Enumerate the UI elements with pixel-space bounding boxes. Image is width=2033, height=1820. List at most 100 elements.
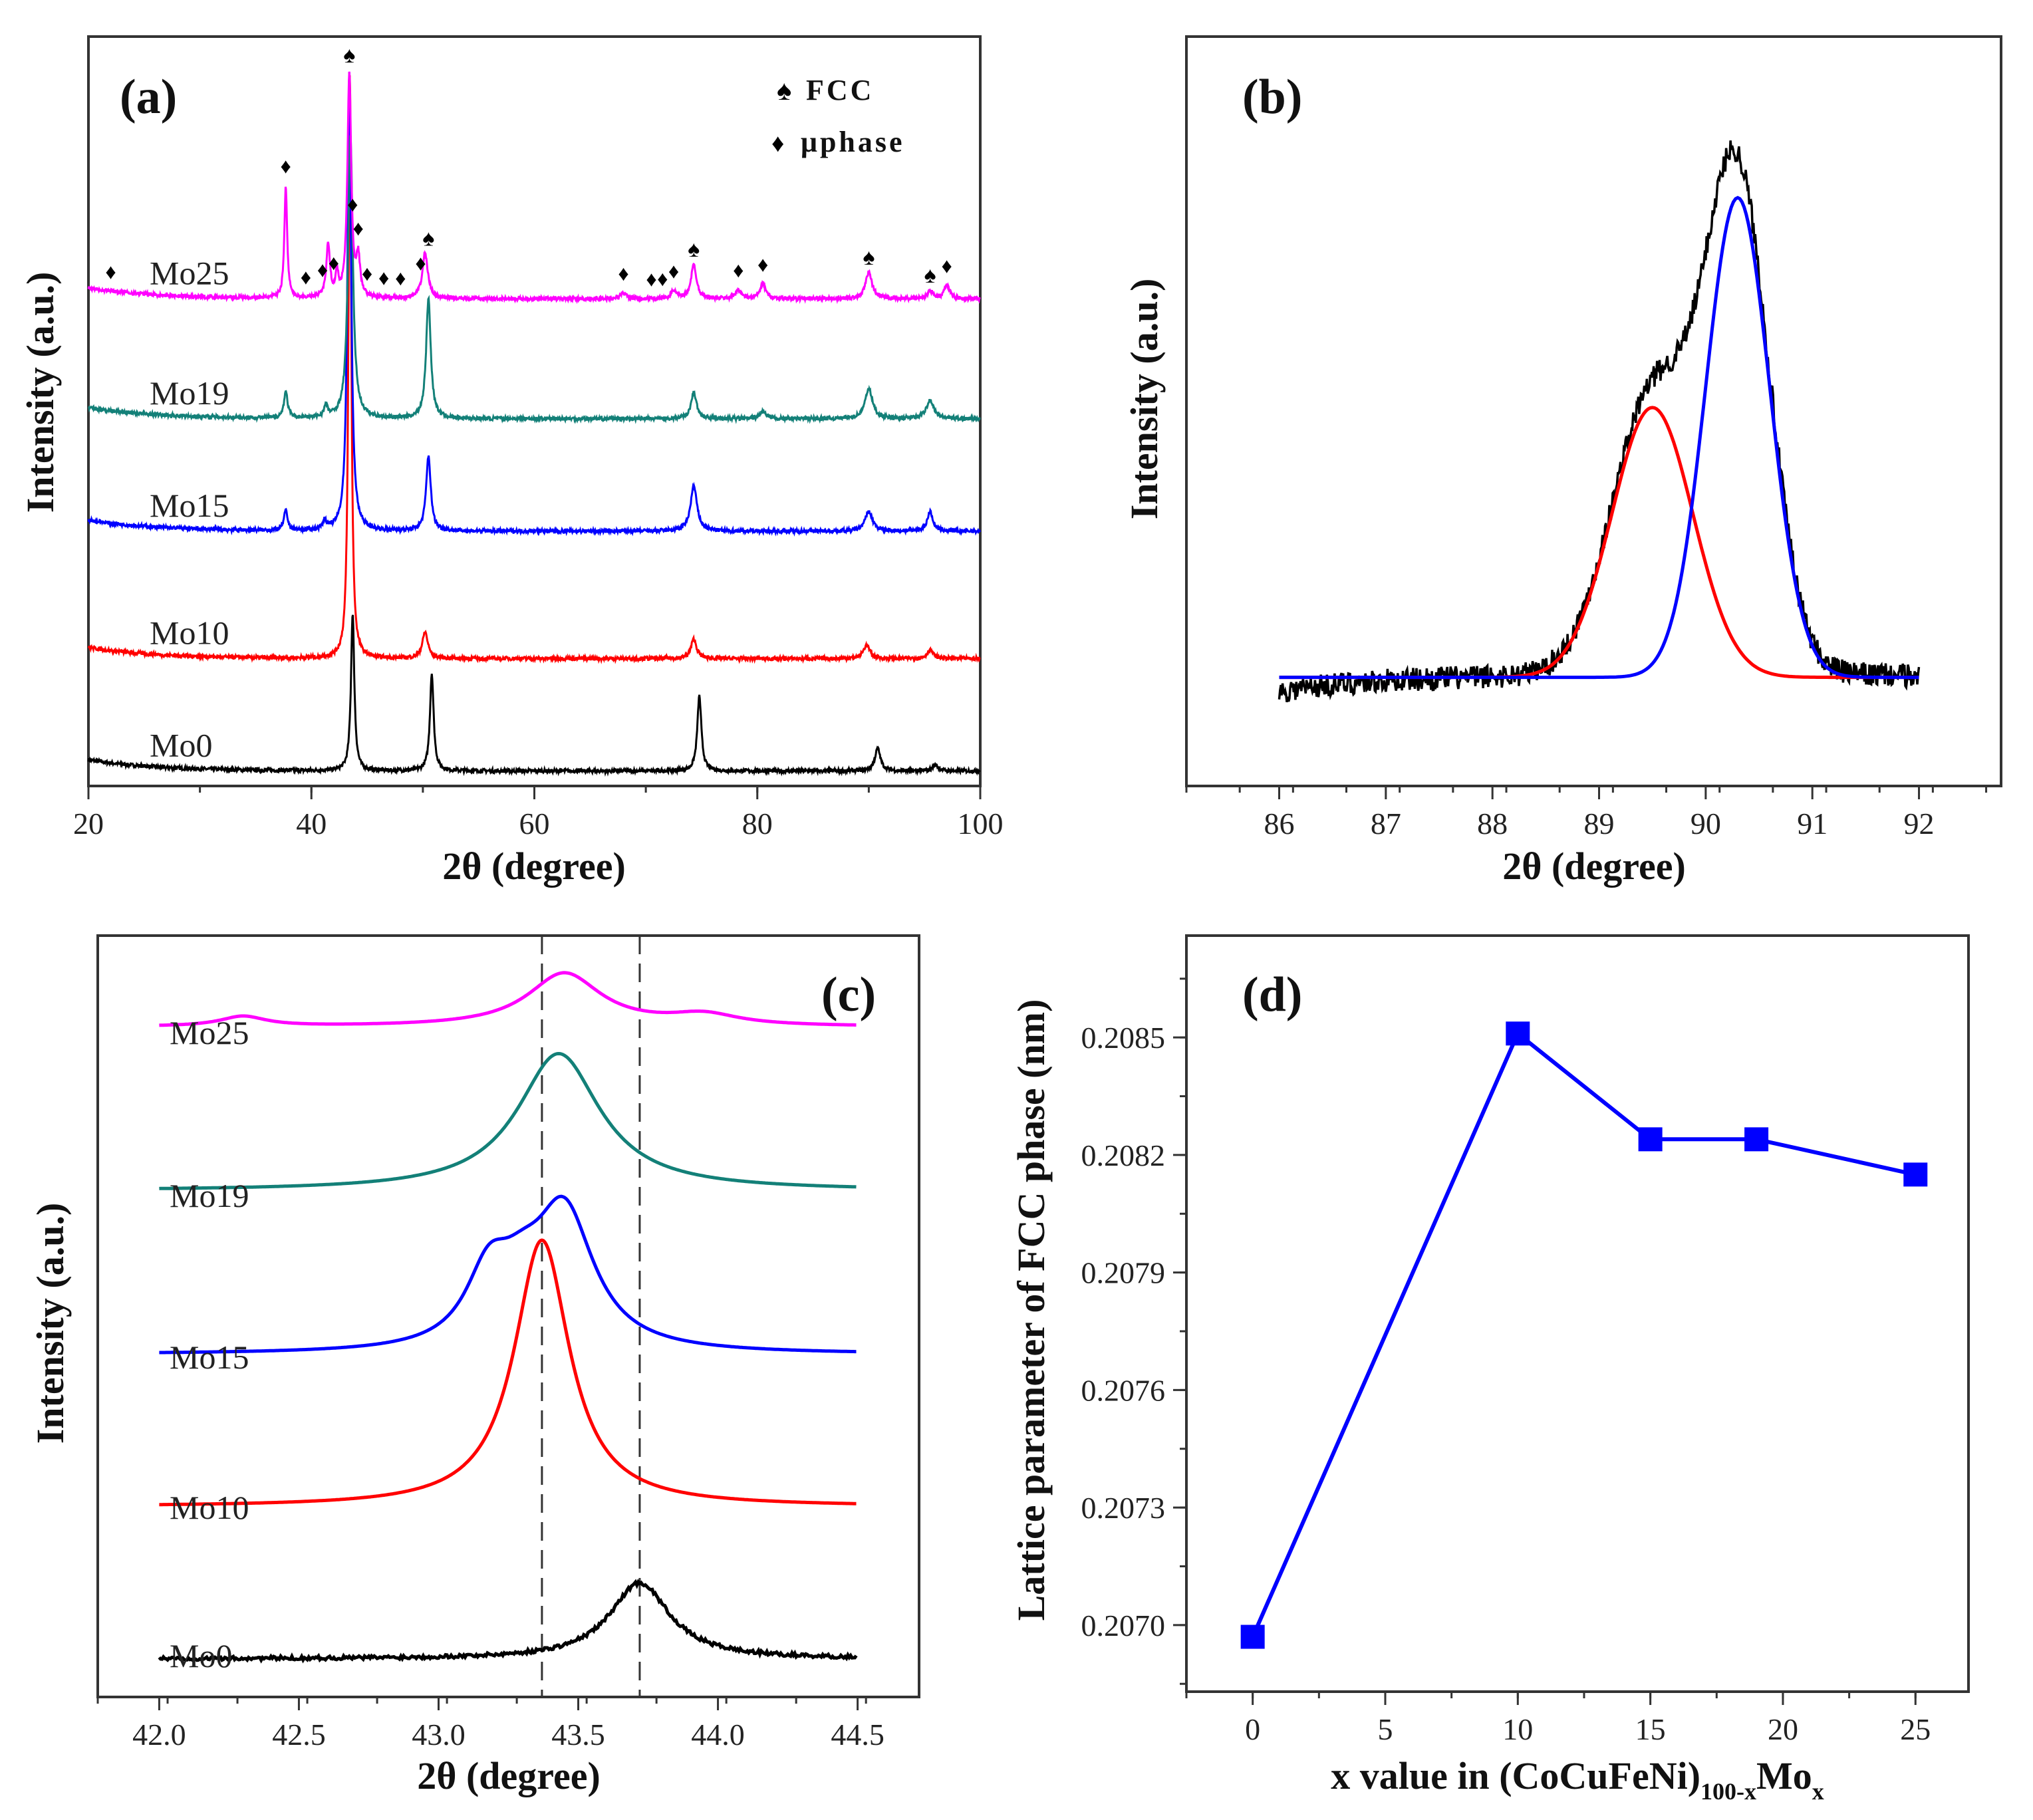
mu-phase-marker-diamond-icon: ♦ xyxy=(362,261,372,285)
fcc-marker-spade-icon: ♠ xyxy=(863,245,875,270)
series-label-mo10: Mo10 xyxy=(170,1489,249,1526)
series-label-mo15: Mo15 xyxy=(170,1339,249,1376)
x-tick-label: 0 xyxy=(1245,1712,1260,1746)
y-axis-title-b: Intensity (a.u.) xyxy=(1123,279,1166,520)
x-tick-label: 43.0 xyxy=(412,1718,466,1752)
y-tick-label: 0.2079 xyxy=(1081,1256,1166,1290)
mu-phase-marker-diamond-icon: ♦ xyxy=(378,266,389,290)
mu-phase-marker-diamond-icon: ♦ xyxy=(415,251,426,275)
x-tick-label: 5 xyxy=(1377,1712,1393,1746)
x-axis-title-b: 2θ (degree) xyxy=(1502,845,1686,888)
mu-phase-marker-diamond-icon: ♦ xyxy=(395,266,406,290)
mu-phase-marker-diamond-icon: ♦ xyxy=(329,251,339,275)
x-tick-label: 44.0 xyxy=(691,1718,745,1752)
series-line-mo19 xyxy=(159,1051,857,1190)
panel-label-b: (b) xyxy=(1242,70,1302,124)
series-label-mo19: Mo19 xyxy=(150,374,229,412)
mu-phase-marker-diamond-icon: ♦ xyxy=(668,259,679,283)
series-line-mo25 xyxy=(159,971,857,1027)
y-tick-label: 0.2073 xyxy=(1081,1491,1166,1525)
y-axis-title-c: Intensity (a.u.) xyxy=(29,1203,72,1444)
mu-phase-marker-diamond-icon: ♦ xyxy=(347,192,358,216)
x-tick-label: 15 xyxy=(1635,1712,1666,1746)
y-axis-title-d: Lattice parameter of FCC phase (nm) xyxy=(1010,999,1053,1621)
mu-phase-marker-diamond-icon: ♦ xyxy=(657,267,668,291)
mu-phase-marker-diamond-icon: ♦ xyxy=(757,252,768,276)
x-tick-label: 10 xyxy=(1502,1712,1533,1746)
panel-label-d: (d) xyxy=(1242,968,1302,1022)
x-tick-label: 20 xyxy=(73,807,104,841)
plot-frame xyxy=(1185,35,2002,787)
plot-frame xyxy=(1185,934,1970,1693)
legend: ♠ FCC ♦ μphase xyxy=(771,74,905,158)
mu-phase-marker-diamond-icon: ♦ xyxy=(317,258,328,282)
x-axis-title-main: x value in (CoCuFeNi) xyxy=(1331,1754,1700,1797)
mu-phase-marker-diamond-icon: ♦ xyxy=(281,154,291,178)
series-line-mo10 xyxy=(87,75,981,664)
legend-mu: μphase xyxy=(801,126,905,158)
mu-phase-marker-diamond-icon: ♦ xyxy=(105,259,116,283)
x-tick-label: 42.5 xyxy=(272,1718,326,1752)
mu-phase-marker-diamond-icon: ♦ xyxy=(646,267,656,291)
x-axis-subscript-2: x xyxy=(1812,1778,1824,1805)
y-tick-label: 0.2085 xyxy=(1081,1021,1166,1055)
spade-icon: ♠ xyxy=(777,76,791,106)
series-line-mo0 xyxy=(87,614,981,777)
panel-label-a: (a) xyxy=(120,70,177,124)
x-tick-label: 80 xyxy=(742,807,773,841)
x-tick-label: 43.5 xyxy=(551,1718,605,1752)
series-label-mo15: Mo15 xyxy=(150,487,229,524)
series-line xyxy=(1250,1030,1916,1638)
series-line-mo15 xyxy=(87,72,981,537)
fit-peak-1-line xyxy=(1279,406,1919,680)
x-tick-label: 20 xyxy=(1768,1712,1798,1746)
fcc-marker-spade-icon: ♠ xyxy=(343,43,355,68)
series-line-mo15 xyxy=(159,1194,857,1355)
x-tick-label: 60 xyxy=(519,807,550,841)
mu-phase-marker-diamond-icon: ♦ xyxy=(301,265,311,289)
y-tick-label: 0.2070 xyxy=(1081,1609,1166,1642)
series-label-mo0: Mo0 xyxy=(150,726,212,763)
fcc-marker-spade-icon: ♠ xyxy=(422,226,434,251)
fcc-marker-spade-icon: ♠ xyxy=(924,263,936,288)
data-point-square xyxy=(1903,1162,1928,1187)
x-axis-subscript-1: 100-x xyxy=(1700,1778,1756,1805)
x-tick-label: 88 xyxy=(1477,807,1508,841)
panel-b: (b) 2θ (degree) Intensity (a.u.) 86 87 88 8… xyxy=(1123,35,2002,888)
x-tick-label: 86 xyxy=(1264,807,1294,841)
x-axis-title-mo: Mo xyxy=(1756,1754,1812,1797)
series-line-mo19 xyxy=(88,135,981,424)
mu-phase-marker-diamond-icon: ♦ xyxy=(733,258,744,282)
x-axis-title-c: 2θ (degree) xyxy=(417,1754,601,1797)
mu-phase-marker-diamond-icon: ♦ xyxy=(942,254,952,278)
panel-c: (c) 2θ (degree) Intensity (a.u.) 42.0 42.… xyxy=(29,934,920,1797)
x-tick-label: 92 xyxy=(1904,807,1935,841)
x-tick-label: 42.0 xyxy=(132,1718,186,1752)
fit-peak-2-line xyxy=(1279,195,1919,680)
data-point-square xyxy=(1638,1127,1663,1152)
diamond-icon: ♦ xyxy=(771,130,784,158)
series-label-mo19: Mo19 xyxy=(170,1177,249,1214)
panel-label-c: (c) xyxy=(821,968,876,1022)
y-axis-title-a: Intensity (a.u.) xyxy=(19,272,62,513)
y-tick-label: 0.2076 xyxy=(1081,1373,1166,1407)
x-tick-label: 87 xyxy=(1371,807,1401,841)
series-label-mo25: Mo25 xyxy=(170,1014,249,1051)
series-line-mo25 xyxy=(87,71,981,305)
series-label-mo10: Mo10 xyxy=(150,614,229,651)
series-label-mo25: Mo25 xyxy=(150,254,229,291)
series-line-mo10 xyxy=(159,1238,857,1507)
x-tick-label: 25 xyxy=(1900,1712,1931,1746)
plot-frame xyxy=(96,934,920,1698)
fcc-marker-spade-icon: ♠ xyxy=(688,237,700,262)
x-axis-title-a: 2θ (degree) xyxy=(442,845,626,888)
mu-phase-marker-diamond-icon: ♦ xyxy=(352,216,363,240)
data-point-square xyxy=(1506,1021,1530,1046)
series-line-measured xyxy=(1278,140,1921,703)
series-line-mo0 xyxy=(158,1579,858,1664)
y-tick-label: 0.2082 xyxy=(1081,1138,1166,1172)
x-tick-label: 100 xyxy=(958,807,1004,841)
mu-phase-marker-diamond-icon: ♦ xyxy=(618,261,628,285)
x-tick-label: 89 xyxy=(1584,807,1615,841)
